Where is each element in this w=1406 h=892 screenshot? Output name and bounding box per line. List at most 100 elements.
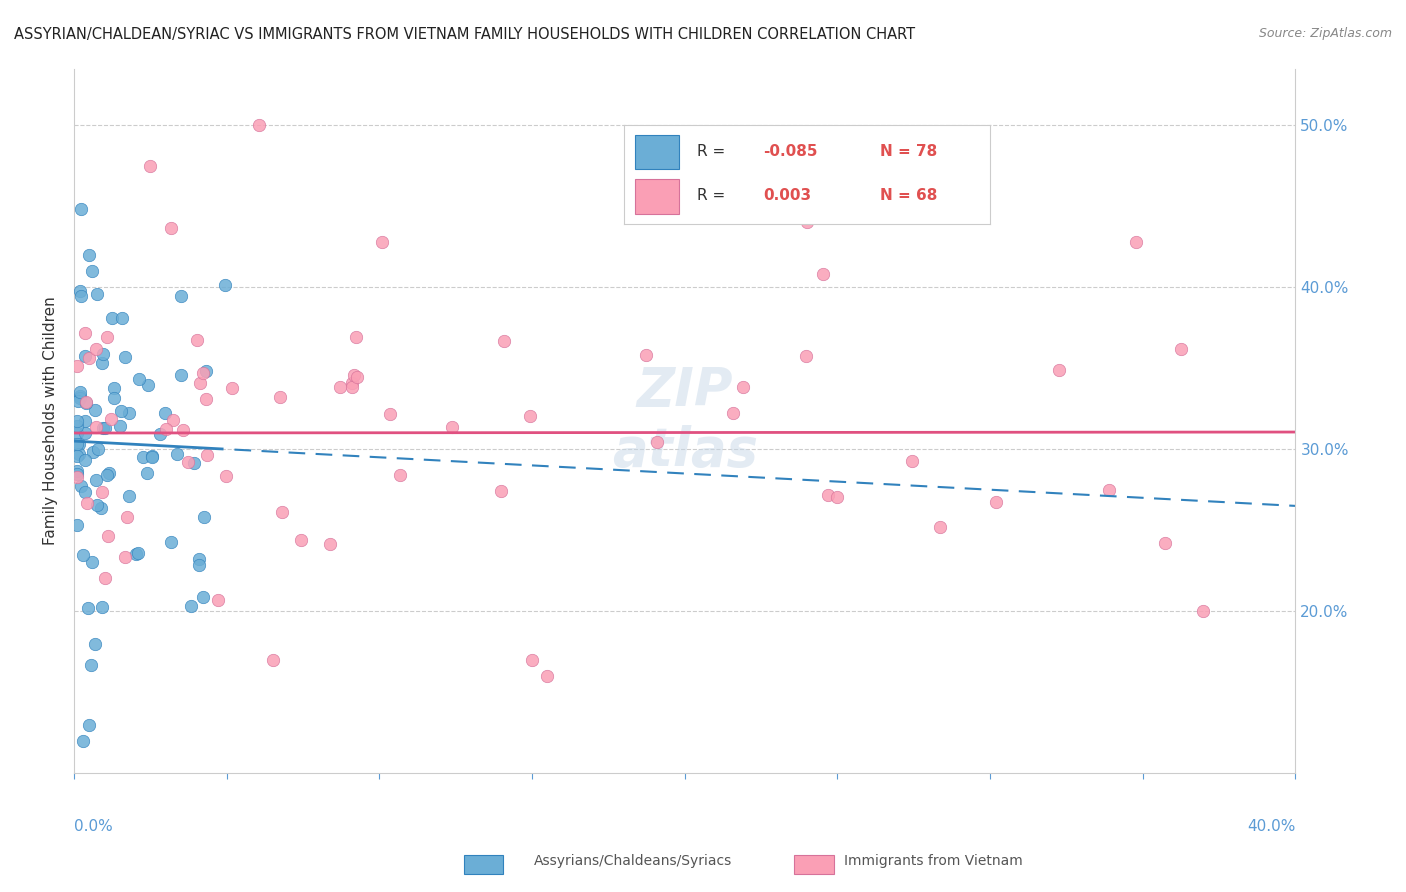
Assyrians/Chaldeans/Syriacs [193,510,215,524]
Assyrians/Chaldeans/Syriacs [91,356,114,370]
Immigrants from Vietnam [177,455,200,469]
Assyrians/Chaldeans/Syriacs [91,421,114,435]
Immigrants from Vietnam [340,376,363,391]
Immigrants from Vietnam [186,333,208,347]
Assyrians/Chaldeans/Syriacs [69,284,91,298]
Assyrians/Chaldeans/Syriacs [136,378,159,392]
Assyrians/Chaldeans/Syriacs [127,546,149,560]
Assyrians/Chaldeans/Syriacs [72,733,94,747]
Assyrians/Chaldeans/Syriacs [66,467,89,481]
Immigrants from Vietnam [162,413,184,427]
Immigrants from Vietnam [929,520,952,534]
Immigrants from Vietnam [160,220,183,235]
Assyrians/Chaldeans/Syriacs [136,466,159,480]
Assyrians/Chaldeans/Syriacs [100,311,122,326]
Assyrians/Chaldeans/Syriacs [67,393,90,408]
Immigrants from Vietnam [519,409,541,423]
Assyrians/Chaldeans/Syriacs [170,289,193,303]
Immigrants from Vietnam [986,494,1008,508]
Immigrants from Vietnam [319,537,342,551]
Assyrians/Chaldeans/Syriacs [170,368,193,382]
Assyrians/Chaldeans/Syriacs [118,489,141,503]
Text: Assyrians/Chaldeans/Syriacs: Assyrians/Chaldeans/Syriacs [534,854,733,868]
Assyrians/Chaldeans/Syriacs [75,453,97,467]
Assyrians/Chaldeans/Syriacs [141,449,163,463]
Immigrants from Vietnam [194,392,217,407]
Assyrians/Chaldeans/Syriacs [80,658,103,673]
Immigrants from Vietnam [733,380,755,394]
Assyrians/Chaldeans/Syriacs [75,425,97,440]
Immigrants from Vietnam [1098,483,1121,497]
Immigrants from Vietnam [247,118,270,132]
Assyrians/Chaldeans/Syriacs [86,498,108,512]
Immigrants from Vietnam [645,435,668,450]
Assyrians/Chaldeans/Syriacs [124,547,146,561]
Immigrants from Vietnam [340,380,363,394]
Immigrants from Vietnam [1154,536,1177,550]
Text: 0.0%: 0.0% [75,819,112,833]
Assyrians/Chaldeans/Syriacs [96,468,118,483]
Immigrants from Vietnam [520,653,543,667]
Immigrants from Vietnam [76,496,98,510]
Assyrians/Chaldeans/Syriacs [66,426,89,441]
Assyrians/Chaldeans/Syriacs [114,351,136,365]
Assyrians/Chaldeans/Syriacs [75,396,97,410]
Assyrians/Chaldeans/Syriacs [80,555,103,569]
Immigrants from Vietnam [817,488,839,502]
Assyrians/Chaldeans/Syriacs [69,202,91,216]
Assyrians/Chaldeans/Syriacs [108,419,131,434]
Assyrians/Chaldeans/Syriacs [128,371,150,385]
Immigrants from Vietnam [114,549,136,564]
Immigrants from Vietnam [75,395,97,409]
Assyrians/Chaldeans/Syriacs [69,384,91,399]
Assyrians/Chaldeans/Syriacs [75,485,97,500]
Immigrants from Vietnam [329,380,352,394]
Immigrants from Vietnam [825,490,848,504]
Assyrians/Chaldeans/Syriacs [66,464,89,478]
Assyrians/Chaldeans/Syriacs [103,391,125,405]
Assyrians/Chaldeans/Syriacs [70,289,93,303]
Immigrants from Vietnam [77,351,100,365]
Immigrants from Vietnam [91,485,114,500]
Immigrants from Vietnam [1192,604,1215,618]
Text: ASSYRIAN/CHALDEAN/SYRIAC VS IMMIGRANTS FROM VIETNAM FAMILY HOUSEHOLDS WITH CHILD: ASSYRIAN/CHALDEAN/SYRIAC VS IMMIGRANTS F… [14,27,915,42]
Immigrants from Vietnam [115,510,138,524]
Text: ZIP
atlas: ZIP atlas [612,365,758,477]
Assyrians/Chaldeans/Syriacs [214,277,236,292]
Assyrians/Chaldeans/Syriacs [77,600,100,615]
Immigrants from Vietnam [97,529,120,543]
Immigrants from Vietnam [1049,363,1071,377]
Assyrians/Chaldeans/Syriacs [87,442,110,456]
Assyrians/Chaldeans/Syriacs [141,450,163,464]
Immigrants from Vietnam [191,366,214,380]
Assyrians/Chaldeans/Syriacs [194,364,217,378]
Immigrants from Vietnam [84,419,107,434]
Assyrians/Chaldeans/Syriacs [73,349,96,363]
Assyrians/Chaldeans/Syriacs [70,479,93,493]
Assyrians/Chaldeans/Syriacs [79,717,101,731]
Assyrians/Chaldeans/Syriacs [66,518,89,533]
Immigrants from Vietnam [440,420,463,434]
Assyrians/Chaldeans/Syriacs [69,392,91,406]
Assyrians/Chaldeans/Syriacs [103,381,125,395]
Assyrians/Chaldeans/Syriacs [84,402,107,417]
Immigrants from Vietnam [811,268,834,282]
Immigrants from Vietnam [262,653,284,667]
Immigrants from Vietnam [371,235,394,249]
Assyrians/Chaldeans/Syriacs [90,500,112,515]
Immigrants from Vietnam [1170,342,1192,356]
Assyrians/Chaldeans/Syriacs [72,548,94,562]
Assyrians/Chaldeans/Syriacs [66,414,89,428]
Immigrants from Vietnam [100,411,122,425]
Assyrians/Chaldeans/Syriacs [67,447,90,461]
Immigrants from Vietnam [139,159,162,173]
Immigrants from Vietnam [634,348,657,362]
Assyrians/Chaldeans/Syriacs [91,347,114,361]
Immigrants from Vietnam [536,669,558,683]
Immigrants from Vietnam [66,470,89,484]
Immigrants from Vietnam [796,215,818,229]
Assyrians/Chaldeans/Syriacs [86,287,108,301]
Immigrants from Vietnam [188,376,211,390]
Assyrians/Chaldeans/Syriacs [82,445,104,459]
Assyrians/Chaldeans/Syriacs [110,403,132,417]
